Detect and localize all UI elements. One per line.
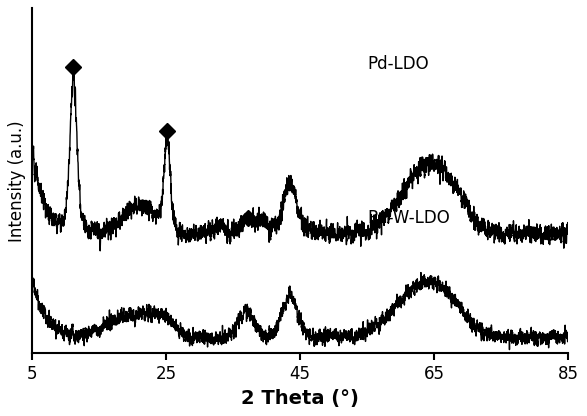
X-axis label: 2 Theta (°): 2 Theta (°) [241,389,359,408]
Text: Pd-W-LDO: Pd-W-LDO [367,209,450,227]
Y-axis label: Intensity (a.u.): Intensity (a.u.) [8,120,26,242]
Text: Pd-LDO: Pd-LDO [367,55,429,73]
